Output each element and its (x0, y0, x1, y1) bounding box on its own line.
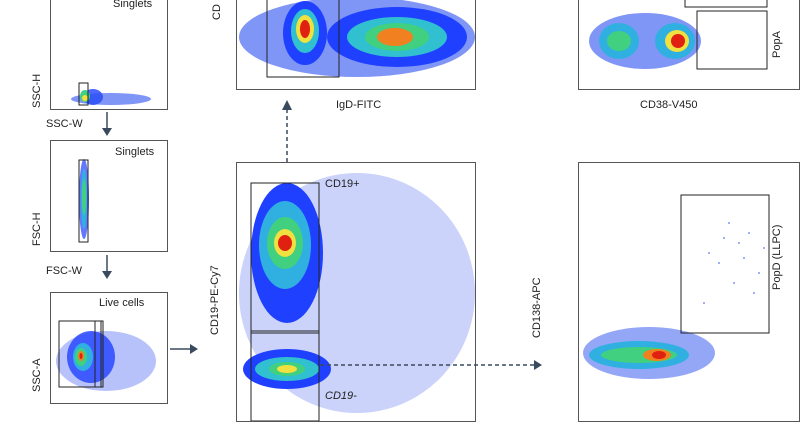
cd138-panel (578, 162, 800, 422)
cd38-xlabel: CD38-V450 (640, 99, 698, 111)
arrow-down-2 (102, 255, 112, 279)
cd138-ylabel: CD138-APC (531, 277, 543, 338)
live-cells-title: Live cells (99, 297, 145, 309)
igd-plot (239, 0, 475, 78)
cd138-plot (583, 194, 770, 379)
cd19-ylabel: CD19-PE-Cy7 (209, 265, 221, 335)
live-cells-plot (56, 320, 156, 391)
singlets-fsc-panel: Singlets (50, 140, 168, 252)
cd19-neg-gate: CD19- (325, 390, 357, 402)
cd38-panel (578, 0, 800, 90)
singlets-ssc-ylabel: SSC-H (31, 73, 43, 108)
singlets-ssc-plot (71, 82, 151, 106)
arrow-right-1 (170, 344, 198, 354)
igd-panel (236, 0, 476, 90)
dashed-arrow-right (320, 360, 542, 370)
live-cells-ylabel: SSC-A (31, 358, 43, 392)
dashed-arrow-up (282, 100, 292, 176)
cd19-pos-gate: CD19+ (325, 178, 360, 190)
cd38-gate-label: PopA (771, 31, 783, 58)
arrow-down-1 (102, 112, 112, 136)
cd19-panel: CD19+ CD19- (236, 162, 476, 422)
singlets-fsc-ylabel: FSC-H (31, 212, 43, 246)
igd-ylabel: CD (211, 4, 223, 20)
singlets-ssc-panel: Singlets (50, 0, 168, 110)
singlets-fsc-plot (78, 159, 89, 243)
cd19-plot (239, 173, 475, 421)
singlets-ssc-title: Singlets (113, 0, 153, 10)
singlets-fsc-xlabel: FSC-W (46, 265, 83, 277)
igd-xlabel: IgD-FITC (336, 99, 382, 111)
singlets-fsc-title: Singlets (115, 146, 155, 158)
singlets-ssc-xlabel: SSC-W (46, 118, 83, 130)
live-cells-panel: Live cells (50, 292, 168, 404)
cd138-gate-label: PopD (LLPC) (771, 224, 783, 290)
cd38-plot (589, 0, 768, 70)
